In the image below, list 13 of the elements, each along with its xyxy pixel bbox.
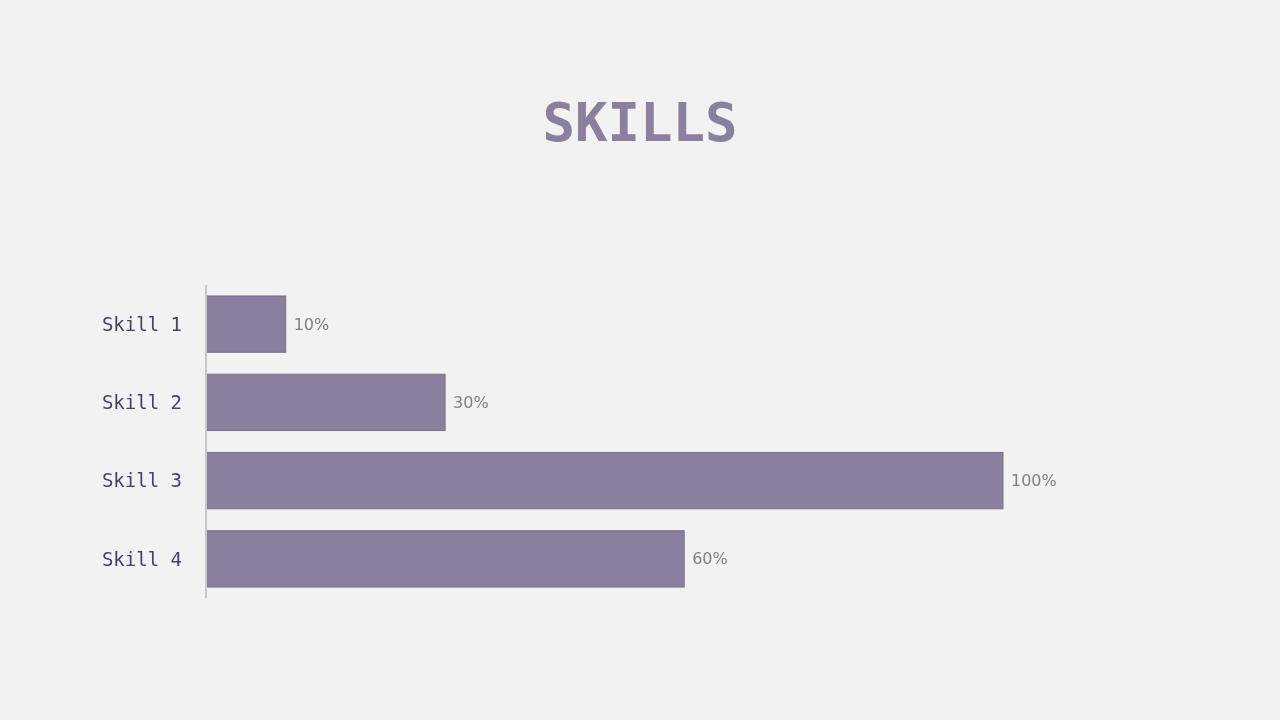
bar: [205, 373, 446, 432]
y-tick-label: Skill 1: [101, 312, 182, 335]
data-label: 60%: [692, 549, 728, 569]
chart-title: SKILLS: [542, 91, 738, 154]
bar: [205, 530, 685, 588]
y-tick-label: Skill 3: [101, 469, 182, 492]
bar: [205, 295, 287, 353]
y-tick-label: Skill 4: [101, 547, 182, 570]
data-label: 30%: [453, 392, 489, 412]
bar: [205, 451, 1004, 510]
data-label: 10%: [293, 314, 330, 334]
data-label: 100%: [1011, 471, 1057, 491]
y-tick-label: Skill 2: [101, 391, 182, 414]
